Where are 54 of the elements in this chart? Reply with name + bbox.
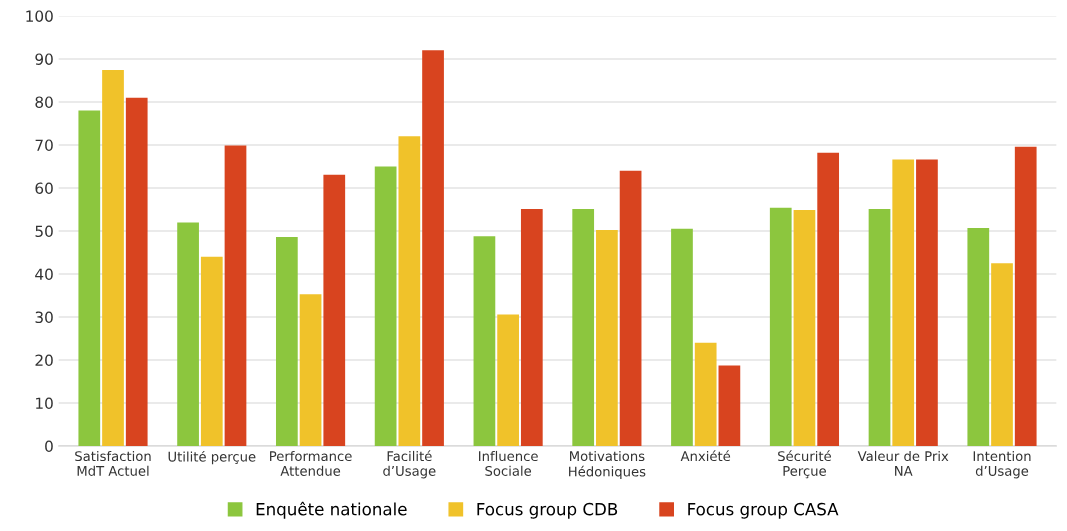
bar xyxy=(422,50,444,447)
bar xyxy=(916,159,938,447)
bar xyxy=(817,152,840,447)
legend-label: Focus group CASA xyxy=(688,502,839,519)
y-tick-label: 30 xyxy=(35,311,53,324)
bar xyxy=(398,136,421,447)
x-tick-label: Sécurité Perçue xyxy=(778,450,831,479)
bar xyxy=(868,209,891,447)
y-tick-label: 20 xyxy=(35,354,53,367)
bar xyxy=(200,256,223,447)
x-tick-label: Valeur de Prix NA xyxy=(857,450,949,476)
bar xyxy=(224,145,247,447)
bar xyxy=(694,342,717,447)
bar xyxy=(619,170,642,447)
bar xyxy=(323,174,346,447)
bar xyxy=(497,314,519,447)
x-tick-label: Intention d’Usage xyxy=(973,450,1031,479)
y-tick-label: 40 xyxy=(35,268,53,281)
bar xyxy=(769,207,792,447)
bar xyxy=(967,227,990,447)
bar xyxy=(125,97,148,447)
bar xyxy=(572,209,595,447)
x-tick-label: Satisfaction MdT Actuel xyxy=(75,450,151,476)
bar xyxy=(520,209,543,447)
x-tick-label: Facilité d’Usage xyxy=(383,450,436,479)
bar xyxy=(892,159,915,447)
x-tick-label: Influence Sociale xyxy=(479,450,538,476)
bar xyxy=(275,237,298,447)
x-tick-label: Anxiété xyxy=(680,450,731,462)
bar xyxy=(596,230,618,447)
bar xyxy=(78,110,101,447)
legend-label: Focus group CDB xyxy=(477,502,618,519)
y-tick-label: 10 xyxy=(36,397,53,410)
bar xyxy=(1014,146,1037,447)
x-tick-label: Utilité perçue xyxy=(168,450,256,465)
bar xyxy=(299,294,322,447)
y-tick-label: 90 xyxy=(35,53,53,65)
x-tick-label: Motivations Hédoniques xyxy=(569,450,646,480)
bar xyxy=(177,222,199,447)
bar xyxy=(102,70,124,447)
bar xyxy=(374,166,397,447)
x-tick-label: Performance Attendue xyxy=(270,450,352,476)
y-tick-label: 50 xyxy=(35,225,53,238)
bar xyxy=(718,365,741,447)
y-tick-label: 60 xyxy=(35,182,53,194)
bar xyxy=(671,228,693,447)
y-tick-label: 80 xyxy=(35,96,53,108)
y-tick-label: 0 xyxy=(45,440,53,453)
legend-label: Enquête nationale xyxy=(256,501,407,519)
bar xyxy=(473,236,496,447)
y-tick-label: 100 xyxy=(26,10,53,22)
y-tick-label: 70 xyxy=(35,139,53,151)
bar xyxy=(991,263,1013,447)
bar xyxy=(793,209,816,447)
